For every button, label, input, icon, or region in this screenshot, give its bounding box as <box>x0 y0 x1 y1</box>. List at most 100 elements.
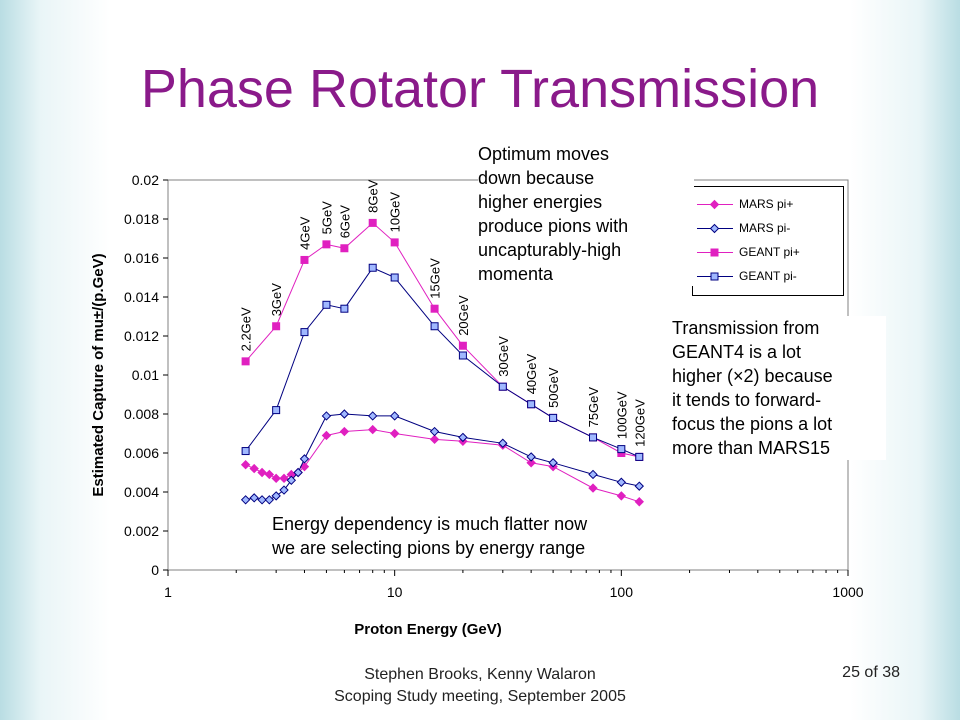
data-point <box>257 495 267 505</box>
x-tick-label: 1 <box>164 584 172 600</box>
energy-label: 4GeV <box>298 216 313 250</box>
energy-label: 40GeV <box>524 353 539 394</box>
y-tick-label: 0.018 <box>124 211 159 227</box>
data-point <box>429 426 440 437</box>
energy-label: 6GeV <box>337 205 352 239</box>
slide-title: Phase Rotator Transmission <box>140 59 820 119</box>
data-point <box>498 438 508 448</box>
data-point <box>300 328 309 337</box>
legend-swatch <box>697 272 733 281</box>
legend-label: MARS pi+ <box>739 197 794 211</box>
data-point <box>340 304 349 313</box>
y-tick-label: 0.006 <box>124 445 159 461</box>
data-point <box>635 452 644 461</box>
legend-swatch <box>697 199 733 210</box>
data-point <box>389 411 400 421</box>
legend-label: MARS pi- <box>739 221 791 235</box>
data-point <box>279 473 289 484</box>
data-point <box>588 483 598 493</box>
data-point <box>616 477 627 487</box>
data-point <box>498 382 507 391</box>
callout-geant4: Transmission from GEANT4 is a lot higher… <box>672 316 886 460</box>
data-point <box>300 255 309 264</box>
data-point <box>241 447 250 456</box>
callout-energy: Energy dependency is much flatter now we… <box>272 512 722 560</box>
energy-label: 30GeV <box>496 336 511 377</box>
data-point <box>321 411 332 421</box>
data-point <box>589 433 598 442</box>
chart-legend: MARS pi+ MARS pi- GEANT pi+ GEANT pi- <box>692 186 844 296</box>
x-axis-title: Proton Energy (GeV) <box>354 621 502 638</box>
data-point <box>293 467 303 478</box>
data-point <box>526 458 536 468</box>
data-point <box>299 454 310 464</box>
energy-label: 5GeV <box>319 201 334 235</box>
data-point <box>249 493 259 503</box>
data-point <box>430 322 439 331</box>
data-point <box>321 430 332 441</box>
y-axis-title: Estimated Capture of mu±/(p.GeV) <box>90 253 107 496</box>
data-point <box>272 406 281 415</box>
data-point <box>271 491 281 501</box>
data-point <box>548 458 558 468</box>
data-point <box>264 469 275 480</box>
data-point <box>340 244 349 253</box>
slide-number: 25 of 38 <box>842 664 900 681</box>
data-point <box>458 432 468 443</box>
footer: Stephen Brooks, Kenny Walaron Scoping St… <box>240 664 720 708</box>
data-point <box>322 300 331 309</box>
y-tick-label: 0.016 <box>124 250 159 266</box>
data-point <box>429 434 440 445</box>
y-tick-label: 0 <box>151 562 159 578</box>
energy-label: 20GeV <box>456 295 471 336</box>
data-point <box>339 409 350 419</box>
data-point <box>322 240 331 249</box>
data-point <box>616 491 627 501</box>
footer-authors: Stephen Brooks, Kenny Walaron <box>364 666 596 683</box>
y-tick-label: 0.012 <box>124 328 159 344</box>
energy-label: 8GeV <box>366 179 381 213</box>
data-point <box>264 495 275 505</box>
energy-label: 2.2GeV <box>239 307 254 351</box>
energy-label: 15GeV <box>428 258 443 299</box>
data-point <box>339 426 350 437</box>
data-point <box>249 463 259 474</box>
data-point <box>430 304 439 313</box>
data-point <box>240 459 251 470</box>
data-point <box>634 481 644 491</box>
data-point <box>279 485 289 495</box>
y-tick-label: 0.02 <box>132 172 159 188</box>
data-point <box>526 452 536 462</box>
data-point <box>390 238 399 247</box>
data-point <box>549 413 558 422</box>
energy-label: 75GeV <box>586 387 601 428</box>
data-point <box>367 411 378 421</box>
y-tick-label: 0.01 <box>132 367 159 383</box>
energy-label: 50GeV <box>546 367 561 408</box>
data-point <box>390 273 399 282</box>
data-point <box>634 497 644 507</box>
data-point <box>240 495 251 505</box>
data-point <box>368 263 377 272</box>
data-point <box>458 341 467 350</box>
data-point <box>367 424 378 435</box>
data-point <box>368 218 377 227</box>
y-tick-label: 0.008 <box>124 406 159 422</box>
data-point <box>241 357 250 366</box>
energy-label: 10GeV <box>388 192 403 233</box>
data-point <box>257 467 267 478</box>
data-point <box>458 351 467 360</box>
legend-label: GEANT pi+ <box>739 245 800 259</box>
data-point <box>588 469 598 480</box>
x-tick-label: 10 <box>387 584 403 600</box>
legend-swatch <box>697 223 733 234</box>
legend-label: GEANT pi- <box>739 269 797 283</box>
data-point <box>389 428 400 439</box>
callout-optimum: Optimum moves down because higher energi… <box>478 142 694 286</box>
data-point <box>286 475 297 486</box>
x-tick-label: 100 <box>610 584 634 600</box>
y-tick-label: 0.004 <box>124 484 159 500</box>
y-tick-label: 0.014 <box>124 289 159 305</box>
footer-meeting: Scoping Study meeting, September 2005 <box>334 688 626 705</box>
energy-label: 3GeV <box>269 283 284 317</box>
